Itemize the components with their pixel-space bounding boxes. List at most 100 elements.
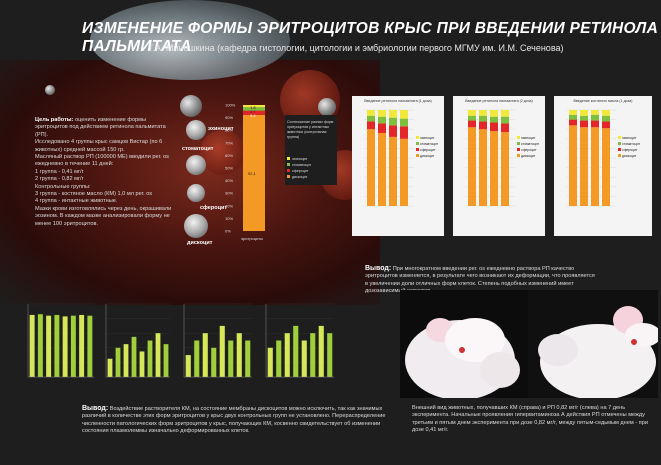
legend-item: эхиноцит — [420, 136, 435, 140]
bar-segment-стоматоцит — [389, 117, 397, 126]
bar-segment-стоматоцит — [602, 115, 610, 122]
bar — [236, 333, 242, 377]
legend-swatch — [416, 154, 419, 157]
legend-swatch — [287, 175, 290, 178]
group-2: 2 группа - 0,82 мг/г — [35, 176, 84, 183]
bar — [318, 325, 324, 377]
tick-label: 70% — [225, 140, 233, 145]
control-groups-label: Контрольные группы: — [35, 183, 91, 190]
echinocyte-label: эхиноцит — [208, 126, 234, 132]
bar — [194, 340, 200, 377]
bar — [284, 333, 290, 377]
rat-photo-left — [400, 290, 528, 398]
bar-segment-стоматоцит — [479, 115, 487, 122]
rat-photo-right — [528, 290, 658, 398]
control-group-chart: 100% 90% 80% 70% 60% 50% 40% 30% 20% 10% 0% 1,8 2,7 3… — [225, 95, 340, 245]
legend-item: дискоцит — [420, 154, 435, 158]
bar — [276, 340, 282, 377]
bar-segment-стоматоцит — [367, 115, 375, 122]
bar-segment-эхиноцит — [591, 110, 599, 115]
bottom-chart-3-svg — [183, 303, 252, 378]
bar-segment-эхиноцит — [400, 110, 408, 119]
tick-label: 50% — [225, 166, 233, 171]
legend-item: эхиноцит — [521, 136, 536, 140]
bar-segment-дискоцит — [580, 127, 588, 206]
bar-segment-дискоцит — [389, 136, 397, 206]
bar-segment-эхиноцит — [367, 110, 375, 116]
tick-label: 60% — [225, 153, 233, 158]
goal-p2: Масляный раствор РП (100000 МЕ) вводили … — [35, 154, 169, 168]
group-3: 3 группа - костяное масло (КМ) 1,0 мл ре… — [35, 191, 153, 198]
x-axis-label: эритроциты — [241, 236, 263, 241]
bar — [219, 325, 225, 377]
rat-left-image — [405, 318, 520, 398]
bar — [185, 355, 191, 377]
legend-title: группа) — [287, 135, 299, 139]
bar-segment-сфероцит — [479, 121, 487, 130]
legend-swatch — [517, 136, 520, 139]
bar — [301, 340, 307, 377]
legend-title: Соотношение разных форм — [287, 120, 334, 124]
tick-label: 10% — [225, 216, 233, 221]
red-cell-image — [200, 130, 245, 175]
echinocyte-image — [186, 120, 206, 140]
legend-box — [285, 115, 337, 185]
spherocyte-label: сфероцит — [200, 205, 228, 211]
discocyte-label: дискоцит — [187, 240, 213, 246]
bar-segment-эхиноцит — [389, 110, 397, 118]
legend-title: эритроцитов у интактных — [287, 125, 329, 129]
spherocyte-image — [187, 184, 205, 202]
group-1: 1 группа - 0,41 мг/г — [35, 168, 84, 175]
bar-segment-эхиноцит — [569, 110, 577, 115]
bar-segment-дискоцит — [400, 138, 408, 206]
legend-item: дискоцит — [521, 154, 536, 158]
bar-segment-дискоцит — [501, 132, 509, 206]
goal-section: Цель работы: оценить изменение формы эри… — [35, 117, 175, 228]
bar-segment-сфероцит — [468, 120, 476, 128]
conclusion-2-label: Вывод: — [82, 405, 109, 412]
bottom-chart-2 — [98, 298, 176, 393]
cell-image — [45, 85, 55, 95]
cell-image — [318, 98, 336, 116]
tick-label: 90% — [225, 115, 233, 120]
bottom-chart-1 — [20, 298, 100, 393]
legend-item: сфероцит — [622, 148, 638, 152]
bar-segment-эхиноцит — [602, 110, 610, 116]
discocyte-image — [184, 214, 208, 238]
bar — [310, 333, 316, 377]
legend-swatch — [517, 142, 520, 145]
legend-item: стоматоцит — [521, 142, 539, 146]
bar-segment-дискоцит — [243, 114, 265, 231]
goal-text: оценить изменение формы эритроцитов под … — [35, 117, 166, 138]
authors: Т.А. Миношкина (кафедра гистологии, цито… — [148, 43, 564, 53]
bar-segment-сфероцит — [569, 119, 577, 126]
bar-segment-эхиноцит — [378, 110, 386, 117]
rp-dose2-chart: Введение ретинола пальмитата (2 доза) эхи… — [453, 96, 545, 236]
bar-segment-стоматоцит — [569, 114, 577, 120]
rats-caption: Внешний вид животных, получавших КМ (спр… — [412, 405, 648, 434]
legend-swatch — [287, 163, 290, 166]
bar-segment-дискоцит — [602, 128, 610, 206]
bottom-chart-3 — [176, 298, 258, 393]
bar — [293, 325, 299, 377]
legend-swatch — [416, 136, 419, 139]
legend-swatch — [287, 169, 290, 172]
bar-segment-сфероцит — [591, 120, 599, 128]
group-4: 4 группа - интактные животные. — [35, 198, 118, 205]
bar-segment-стоматоцит — [591, 114, 599, 121]
bottom-chart-1-svg — [27, 303, 94, 378]
bottom-chart-4 — [258, 298, 340, 393]
bar-segment-эхиноцит — [580, 110, 588, 116]
bar — [87, 315, 93, 377]
legend-swatch — [416, 142, 419, 145]
chart-title: Введение костяного масла (1 доза) — [574, 99, 633, 103]
bar-segment-дискоцит — [479, 129, 487, 206]
oil-chart-svg: Введение костяного масла (1 доза) эхиноци… — [566, 99, 640, 207]
legend-swatch — [618, 142, 621, 145]
rat-right-image — [538, 306, 658, 398]
oil-chart: Введение костяного масла (1 доза) эхиноци… — [554, 96, 652, 236]
bar — [155, 333, 161, 377]
legend-title: животных (контрольная — [287, 130, 327, 134]
bar-segment-сфероцит — [367, 121, 375, 130]
